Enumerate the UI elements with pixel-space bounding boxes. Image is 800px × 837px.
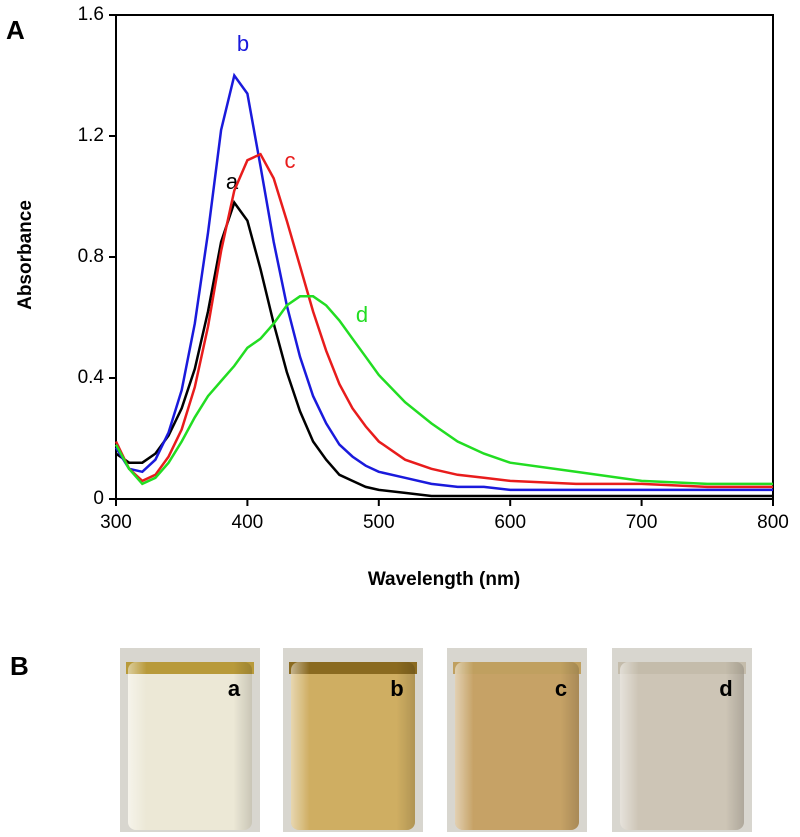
y-tick-label: 1.6 bbox=[78, 4, 104, 25]
vial-label: d bbox=[719, 676, 732, 701]
y-tick-label: 0 bbox=[93, 488, 104, 509]
vial-glass bbox=[291, 662, 415, 830]
series-line bbox=[114, 295, 773, 486]
panel-label: B bbox=[10, 651, 29, 681]
x-tick-label: 300 bbox=[100, 512, 132, 533]
series-label: b bbox=[237, 31, 249, 56]
vial-label: b bbox=[390, 676, 403, 701]
vial-glass bbox=[128, 662, 252, 830]
plot-frame bbox=[115, 14, 774, 500]
vial-label: c bbox=[555, 676, 567, 701]
series-label: d bbox=[356, 302, 368, 327]
vial-glass bbox=[455, 662, 579, 830]
x-tick-label: 600 bbox=[494, 512, 526, 533]
vial-label: a bbox=[228, 676, 241, 701]
panel-label: A bbox=[6, 15, 25, 45]
y-tick-label: 0.8 bbox=[78, 246, 104, 267]
y-tick-label: 1.2 bbox=[78, 125, 104, 146]
x-tick-label: 700 bbox=[626, 512, 658, 533]
series-line bbox=[114, 72, 773, 492]
series-line bbox=[114, 152, 773, 489]
series-line bbox=[115, 199, 773, 498]
x-tick-label: 800 bbox=[757, 512, 789, 533]
x-axis-title: Wavelength (nm) bbox=[368, 569, 520, 590]
y-tick-label: 0.4 bbox=[78, 367, 105, 388]
y-axis-title: Absorbance bbox=[15, 200, 36, 310]
vial-glass bbox=[620, 662, 744, 830]
series-label: c bbox=[285, 148, 296, 173]
vial-photos: a b c d bbox=[120, 648, 752, 832]
x-tick-label: 400 bbox=[232, 512, 264, 533]
x-tick-label: 500 bbox=[363, 512, 395, 533]
